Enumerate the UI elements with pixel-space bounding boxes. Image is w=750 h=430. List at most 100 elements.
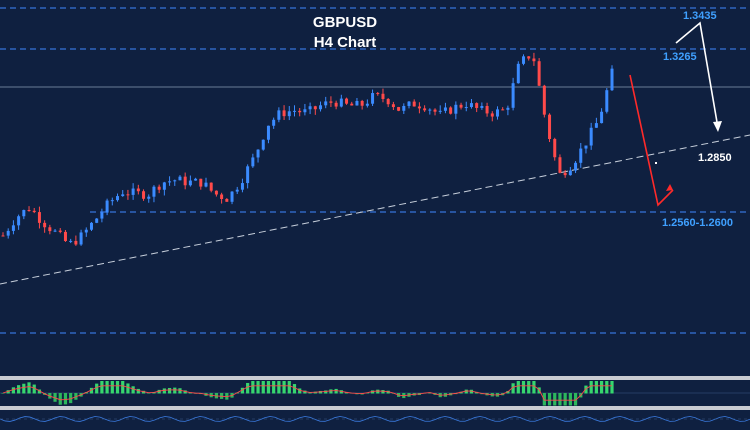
candle-body (558, 157, 562, 173)
candle-body (480, 105, 484, 108)
candle-body (495, 109, 499, 117)
candle-body (48, 227, 52, 232)
oscillator-bar (584, 385, 588, 394)
candle-body (131, 188, 135, 195)
oscillator-bar (568, 393, 572, 406)
candle-body (454, 104, 458, 114)
candle-body (100, 212, 104, 219)
candle-body (365, 103, 369, 106)
candle-body (417, 106, 421, 109)
candle-body (334, 102, 338, 107)
oscillator-bar (110, 381, 114, 394)
oscillator-bar (126, 383, 130, 394)
oscillator-bar (167, 387, 172, 394)
oscillator-bar (178, 388, 182, 394)
candle-body (537, 61, 541, 86)
candle-body (600, 111, 604, 124)
oscillator-bar (605, 381, 609, 394)
candle-body (251, 157, 255, 167)
candle-body (95, 218, 99, 223)
candle-body (79, 232, 83, 245)
candle-body (162, 182, 166, 190)
oscillator-bar (376, 389, 380, 394)
candle-body (32, 210, 36, 213)
level-label-3: 1.2850 (698, 152, 732, 164)
candle-body (168, 181, 172, 183)
candle-body (438, 110, 442, 112)
level-label-4: 1.2560-1.2600 (662, 217, 733, 229)
candle-body (142, 191, 146, 199)
candle-body (199, 178, 203, 187)
oscillator-bar (610, 381, 614, 394)
oscillator-bar (594, 381, 598, 394)
candle-body (11, 225, 15, 231)
candle-body (386, 98, 390, 105)
oscillator-bar (261, 381, 265, 394)
oscillator-bar (282, 381, 286, 394)
candle-body (428, 109, 432, 111)
oscillator-bar (246, 382, 250, 394)
candle-body (136, 188, 140, 192)
oscillator-bar (527, 381, 531, 394)
candle-body (402, 105, 406, 111)
candle-body (17, 216, 21, 226)
candle-body (324, 101, 328, 106)
oscillator-bar (251, 381, 255, 394)
oscillator-bar (464, 389, 468, 394)
candle-body (287, 111, 291, 117)
candle-body (178, 176, 182, 181)
candle-body (589, 127, 593, 146)
candle-body (230, 191, 234, 202)
oscillator-bar (115, 381, 120, 394)
oscillator-bar (599, 381, 604, 394)
candle-body (27, 210, 31, 212)
candle-body (126, 194, 130, 196)
oscillator-bar (553, 393, 557, 406)
candle-body (381, 93, 385, 99)
candle-body (313, 106, 317, 110)
candle-body (376, 93, 380, 95)
oscillator-bar (100, 381, 104, 394)
oscillator-bar (573, 393, 578, 406)
candle-body (43, 222, 47, 228)
oscillator-bar (6, 390, 10, 394)
candle-body (105, 200, 109, 213)
candle-body (246, 166, 250, 184)
candle-body (522, 56, 526, 64)
candle-body (542, 85, 546, 115)
oscillator-bar (589, 381, 593, 394)
oscillator-bar (17, 385, 21, 394)
candle-body (423, 108, 427, 111)
candle-body (459, 104, 463, 108)
candle-body (173, 180, 177, 182)
candle-body (485, 105, 489, 114)
forecast-up-arrow (675, 21, 719, 129)
candle-body (37, 212, 41, 223)
candle-body (303, 109, 307, 113)
oscillator-bar (1, 393, 5, 394)
candle-body (6, 230, 10, 236)
candle-body (574, 162, 578, 171)
candle-body (355, 100, 359, 106)
candle-body (116, 196, 120, 201)
oscillator-bar (162, 388, 166, 394)
candle-body (371, 93, 375, 104)
lower-panel-bg (0, 410, 750, 430)
candle-body (63, 231, 67, 242)
oscillator-bar (141, 390, 146, 394)
candle-body (209, 182, 213, 191)
candle-body (292, 110, 296, 112)
candle-body (188, 180, 192, 186)
candle-body (89, 222, 93, 230)
candle-body (350, 103, 354, 106)
candle-body (548, 114, 552, 140)
candle-body (469, 103, 473, 108)
oscillator-bar (37, 389, 42, 394)
candle-body (183, 176, 187, 186)
oscillator-bar (27, 382, 31, 394)
oscillator-bar (516, 381, 520, 394)
oscillator-bar (381, 390, 385, 394)
candle-body (1, 235, 5, 237)
candle-body (475, 103, 479, 108)
